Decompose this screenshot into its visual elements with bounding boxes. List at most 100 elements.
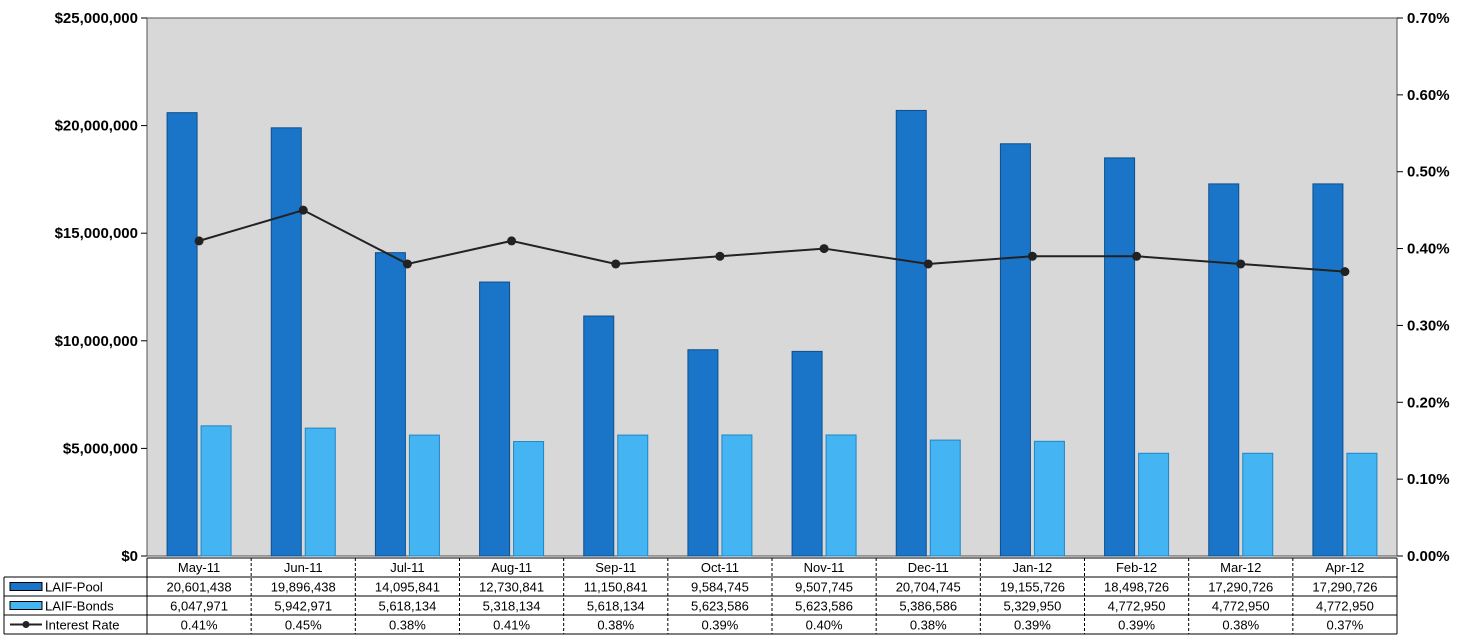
bar-laif-pool — [895, 109, 927, 557]
point-interest-rate — [507, 236, 517, 246]
bar-laif-pool — [1312, 183, 1344, 557]
line-interest-rate — [198, 209, 1345, 273]
bar-laif-bonds — [304, 427, 336, 557]
point-interest-rate — [923, 259, 933, 269]
point-interest-rate — [715, 251, 725, 261]
data-table-cell: 0.41% — [181, 618, 218, 633]
legend-swatch-laif-pool — [9, 582, 43, 591]
y-right-tick-label: 0.50% — [1407, 164, 1450, 181]
bar-laif-bonds — [1138, 452, 1170, 557]
data-table-cell: 0.38% — [597, 618, 634, 633]
data-table-cell: 5,318,134 — [483, 599, 541, 614]
data-table-cell: 0.45% — [285, 618, 322, 633]
legend-label: LAIF-Bonds — [45, 599, 114, 614]
bar-laif-pool — [1208, 183, 1240, 557]
data-table-cell: 18,498,726 — [1104, 580, 1169, 595]
bar-laif-bonds — [200, 425, 232, 557]
x-tick-label: Sep-11 — [595, 560, 636, 575]
data-table-cell: 5,623,586 — [795, 599, 853, 614]
point-interest-rate — [1027, 251, 1037, 261]
y-right-tick-label: 0.40% — [1407, 241, 1450, 258]
point-interest-rate — [819, 244, 829, 254]
y-right-tick-label: 0.70% — [1407, 10, 1450, 27]
y-left-tick-label: $25,000,000 — [55, 10, 138, 27]
y-left-tick-label: $0 — [121, 548, 138, 565]
bar-laif-pool — [166, 112, 198, 557]
bar-laif-bonds — [825, 434, 857, 557]
data-table-cell: 0.37% — [1326, 618, 1363, 633]
point-interest-rate — [402, 259, 412, 269]
data-table-cell: 4,772,950 — [1316, 599, 1374, 614]
x-tick-label: May-11 — [178, 560, 220, 575]
y-left-tick-label: $15,000,000 — [55, 225, 138, 242]
bar-laif-bonds — [721, 434, 753, 557]
data-table-cell: 5,386,586 — [899, 599, 957, 614]
x-tick-label: Jul-11 — [390, 560, 424, 575]
x-tick-label: Mar-12 — [1220, 560, 1261, 575]
y-left-tick-label: $10,000,000 — [55, 333, 138, 350]
y-right-tick-label: 0.00% — [1407, 548, 1450, 565]
plot-area — [146, 17, 1398, 557]
point-interest-rate — [611, 259, 621, 269]
data-table-cell: 9,584,745 — [691, 580, 749, 595]
bar-laif-bonds — [1033, 440, 1065, 557]
bar-laif-bonds — [617, 434, 649, 557]
x-tick-label: Oct-11 — [701, 560, 739, 575]
point-interest-rate — [1132, 251, 1142, 261]
bar-laif-pool — [270, 127, 302, 557]
y-left-tick-label: $20,000,000 — [55, 118, 138, 135]
bar-laif-bonds — [408, 434, 440, 557]
bar-laif-pool — [999, 143, 1031, 557]
point-interest-rate — [298, 205, 308, 215]
data-table-cell: 20,601,438 — [167, 580, 232, 595]
data-table-cell: 17,290,726 — [1312, 580, 1377, 595]
data-table-cell: 11,150,841 — [584, 580, 648, 595]
bar-laif-bonds — [929, 439, 961, 557]
point-interest-rate — [1340, 267, 1350, 277]
bar-laif-pool — [479, 281, 511, 557]
bar-laif-bonds — [513, 441, 545, 557]
data-table-cell: 0.40% — [806, 618, 843, 633]
x-tick-label: Jan-12 — [1013, 560, 1053, 575]
bar-laif-bonds — [1346, 452, 1378, 557]
data-table-cell: 0.41% — [493, 618, 530, 633]
legend-label: Interest Rate — [45, 618, 119, 633]
x-tick-label: Nov-11 — [804, 560, 845, 575]
legend-marker-interest-rate — [22, 621, 30, 628]
data-table-cell: 0.38% — [910, 618, 947, 633]
data-table-cell: 12,730,841 — [479, 580, 544, 595]
data-table-cell: 0.39% — [701, 618, 738, 633]
data-table-cell: 19,155,726 — [1000, 580, 1065, 595]
bar-laif-pool — [687, 349, 719, 557]
data-table-cell: 0.38% — [1222, 618, 1259, 633]
y-right-tick-label: 0.60% — [1407, 87, 1450, 104]
data-table-cell: 0.38% — [389, 618, 426, 633]
data-table-cell: 5,942,971 — [274, 599, 332, 614]
bar-laif-pool — [374, 252, 406, 557]
data-table-cell: 19,896,438 — [271, 580, 336, 595]
data-table-cell: 5,623,586 — [691, 599, 749, 614]
y-right-tick-label: 0.20% — [1407, 394, 1450, 411]
data-table-cell: 4,772,950 — [1212, 599, 1270, 614]
y-right-tick-label: 0.10% — [1407, 471, 1450, 488]
x-tick-label: Dec-11 — [908, 560, 949, 575]
data-table-cell: 0.39% — [1014, 618, 1051, 633]
x-tick-label: Feb-12 — [1116, 560, 1157, 575]
data-table-cell: 5,329,950 — [1003, 599, 1061, 614]
data-table-cell: 5,618,134 — [378, 599, 436, 614]
bar-laif-pool — [791, 350, 823, 557]
x-tick-label: Aug-11 — [491, 560, 532, 575]
data-table-cell: 4,772,950 — [1108, 599, 1166, 614]
data-table-cell: 6,047,971 — [170, 599, 228, 614]
x-tick-label: Jun-11 — [284, 560, 323, 575]
data-table-cell: 9,507,745 — [795, 580, 853, 595]
point-interest-rate — [1236, 259, 1246, 269]
data-table-cell: 5,618,134 — [587, 599, 645, 614]
legend-swatch-laif-bonds — [9, 601, 43, 610]
data-table-cell: 0.39% — [1118, 618, 1155, 633]
y-left-tick-label: $5,000,000 — [63, 440, 138, 457]
legend-label: LAIF-Pool — [45, 580, 103, 595]
data-table-cell: 20,704,745 — [896, 580, 961, 595]
